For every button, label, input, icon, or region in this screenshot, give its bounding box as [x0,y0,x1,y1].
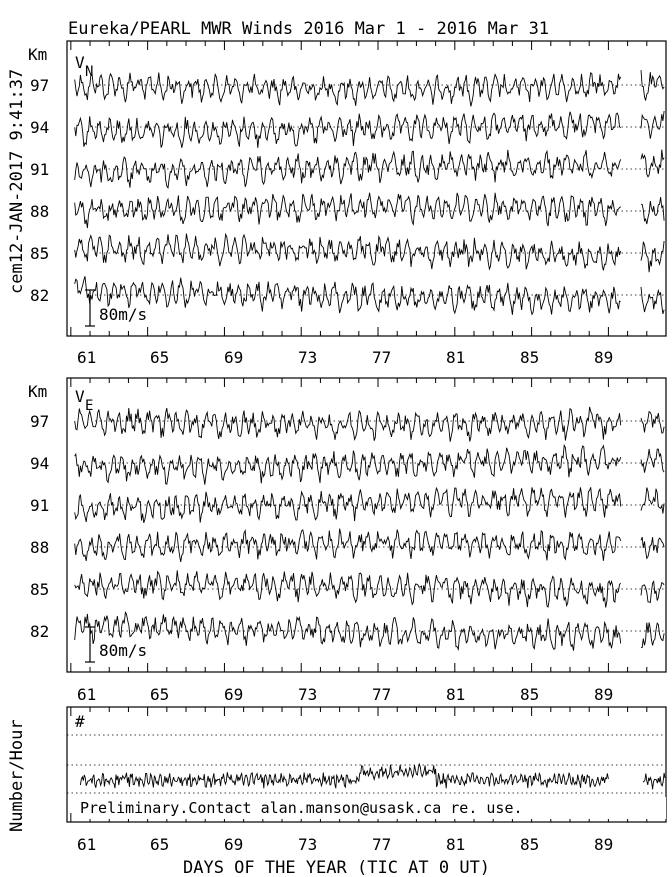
xtick-label-81: 81 [446,348,465,367]
panel-ve-frame [66,377,667,673]
trace-82km [74,611,665,652]
xtick-label-61: 61 [77,348,96,367]
x-axis-labels-panel-count: 61 65 69 73 77 81 85 89 [77,835,613,854]
xtick-label-65: 65 [150,835,169,854]
xtick-label-69: 69 [224,835,243,854]
trace-94km [74,443,665,485]
xtick-label-69: 69 [224,685,243,704]
panel-vn-ytick-88: 88 [30,202,49,221]
xtick-label-81: 81 [446,835,465,854]
xtick-label-85: 85 [520,835,539,854]
panel-vn-ytick-82: 82 [30,286,49,305]
xtick-label-65: 65 [150,348,169,367]
trace-91km [74,149,665,190]
xtick-label-77: 77 [372,835,391,854]
panel-vn-ytick-97: 97 [30,76,49,95]
panel-count-trace [79,762,666,790]
panel-vn-component: V [75,53,85,72]
xtick-label-73: 73 [298,685,317,704]
panel-vn-scale-label: 80m/s [99,305,147,324]
panel-vn-ytick-85: 85 [30,244,49,263]
xtick-label-77: 77 [372,685,391,704]
xtick-label-77: 77 [372,348,391,367]
panel-ve-ytick-82: 82 [30,622,49,641]
panel-vn-frame [66,40,667,337]
x-axis-labels-panel-vn: 61 65 69 73 77 81 85 89 [77,348,613,367]
panel-count-marker: # [75,712,85,731]
xtick-label-65: 65 [150,685,169,704]
trace-88km [74,528,665,562]
panel-ve-xticks [70,378,648,672]
trace-91km [74,486,665,524]
trace-85km [74,570,665,608]
panel-ve-ytick-97: 97 [30,412,49,431]
xtick-label-61: 61 [77,685,96,704]
panel-ve-ytick-91: 91 [30,496,49,515]
count-trace-line [79,762,666,790]
trace-88km [74,192,665,229]
xtick-label-61: 61 [77,835,96,854]
panel-count-frame [66,706,667,823]
chart-title: Eureka/PEARL MWR Winds 2016 Mar 1 - 2016… [68,19,549,39]
trace-85km [74,232,665,273]
panel-count: Number/Hour # Preliminary.Contact alan.m… [7,706,667,832]
side-timestamp-label: cem12-JAN-2017 9:41:37 [7,69,27,294]
panel-vn-ytick-94: 94 [30,118,49,137]
panel-vn-component-sub: N [85,64,93,80]
xtick-label-73: 73 [298,348,317,367]
panel-ve-traces [74,406,665,652]
panel-count-gridlines [67,734,666,794]
panel-vn-ytick-91: 91 [30,160,49,179]
trace-94km [74,110,665,148]
trace-82km [74,276,665,316]
panel-ve-scale-label: 80m/s [99,641,147,660]
panel-ve-ytick-85: 85 [30,580,49,599]
trace-97km [74,406,665,442]
panel-vn-traces [74,70,665,316]
xtick-label-81: 81 [446,685,465,704]
xtick-label-69: 69 [224,348,243,367]
panel-ve-ytick-88: 88 [30,538,49,557]
xtick-label-85: 85 [520,685,539,704]
xtick-label-73: 73 [298,835,317,854]
panel-vn: Km V N 97 94 91 88 85 82 80m/s [28,40,667,337]
panel-ve-gridlines [95,420,666,632]
panel-ve-component: V [75,387,85,406]
xtick-label-89: 89 [594,835,613,854]
panel-ve-unit: Km [28,382,47,401]
panel-count-ylabel: Number/Hour [7,719,27,832]
panel-ve-ytick-94: 94 [30,454,49,473]
xtick-label-89: 89 [594,685,613,704]
panel-ve: Km V E 97 94 91 88 85 82 80m/s [28,377,667,673]
x-axis-labels-panel-ve: 61 65 69 73 77 81 85 89 [77,685,613,704]
panel-vn-xticks [70,41,648,336]
panel-ve-component-sub: E [85,398,93,414]
x-axis-title: DAYS OF THE YEAR (TIC AT 0 UT) [183,858,490,877]
panel-vn-unit: Km [28,45,47,64]
panel-count-note-bg [78,797,666,819]
panel-count-note: Preliminary.Contact alan.manson@usask.ca… [80,799,523,817]
xtick-label-89: 89 [594,348,613,367]
trace-97km [74,70,665,107]
xtick-label-85: 85 [520,348,539,367]
